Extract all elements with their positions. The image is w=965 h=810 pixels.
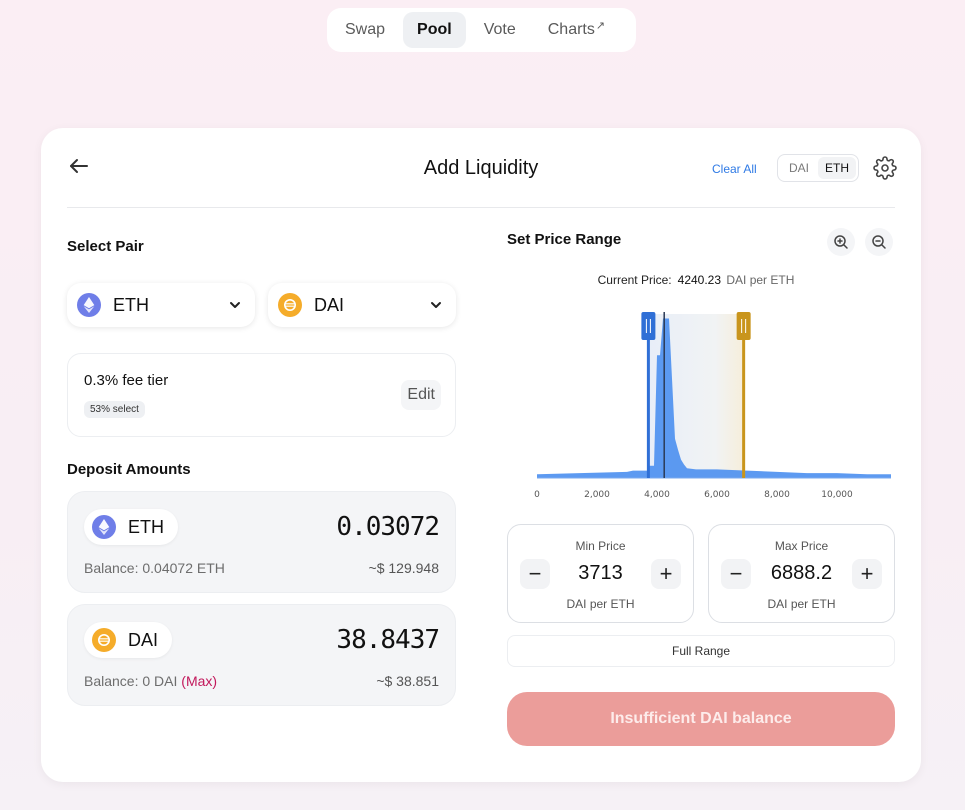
- nav-vote[interactable]: Vote: [470, 12, 530, 48]
- external-link-icon: ↗: [595, 19, 606, 32]
- x-tick-label: 0: [534, 490, 540, 500]
- fee-tier-box: 0.3% fee tier 53% select Edit: [67, 353, 456, 437]
- max-price-decrement-button[interactable]: −: [721, 559, 751, 589]
- x-tick-label: 6,000: [704, 490, 730, 500]
- max-price-increment-button[interactable]: +: [852, 559, 882, 589]
- add-liquidity-card: Add Liquidity Clear All DAI ETH Select P…: [41, 128, 921, 782]
- header-divider: [67, 207, 895, 208]
- current-price-unit: DAI per ETH: [726, 273, 795, 287]
- back-arrow-icon[interactable]: [67, 154, 91, 178]
- deposit-dai-token: DAI: [84, 622, 173, 658]
- zoom-out-button[interactable]: [865, 228, 893, 256]
- fee-select-badge: 53% select: [84, 401, 145, 418]
- token-a-select[interactable]: ETH: [67, 283, 255, 327]
- page-title: Add Liquidity: [423, 157, 539, 179]
- dai-icon: [92, 628, 116, 652]
- x-tick-label: 4,000: [644, 490, 670, 500]
- toggle-eth[interactable]: ETH: [818, 157, 856, 179]
- deposit-dai-box[interactable]: DAI 38.8437 Balance: 0 DAI (Max) ~$ 38.8…: [67, 604, 456, 706]
- deposit-dai-usd: ~$ 38.851: [376, 673, 439, 689]
- full-range-button[interactable]: Full Range: [507, 635, 895, 667]
- nav-charts-label: Charts: [547, 21, 595, 38]
- max-price-label: Max Price: [774, 539, 829, 553]
- set-price-range-label: Set Price Range: [507, 231, 622, 248]
- min-handle-grip-icon: [645, 319, 651, 333]
- liquidity-chart: 0 2,000 4,000 6,000 8,000 10,000: [533, 306, 895, 506]
- deposit-dai-symbol: DAI: [128, 629, 159, 650]
- deposit-eth-box[interactable]: ETH 0.03072 Balance: 0.04072 ETH ~$ 129.…: [67, 491, 456, 593]
- token-a-symbol: ETH: [113, 294, 149, 315]
- fee-tier-title: 0.3% fee tier: [84, 372, 169, 389]
- eth-icon: [77, 293, 101, 317]
- nav-vote-label: Vote: [483, 21, 516, 38]
- gear-icon[interactable]: [873, 156, 897, 180]
- nav-pool[interactable]: Pool: [403, 12, 466, 48]
- min-price-unit: DAI per ETH: [566, 597, 635, 611]
- eth-icon: [92, 515, 116, 539]
- dai-icon: [278, 293, 302, 317]
- chevron-down-icon: [230, 302, 240, 308]
- deposit-eth-symbol: ETH: [128, 516, 164, 537]
- toggle-dai[interactable]: DAI: [788, 161, 809, 175]
- nav-swap[interactable]: Swap: [331, 12, 399, 48]
- zoom-in-icon: [834, 235, 848, 249]
- max-price-box: Max Price − 6888.2 + DAI per ETH: [708, 524, 895, 623]
- deposit-eth-token: ETH: [84, 509, 178, 545]
- nav-charts[interactable]: Charts ↗: [534, 12, 619, 48]
- deposit-dai-amount-input[interactable]: 38.8437: [336, 625, 440, 655]
- deposit-dai-balance: Balance: 0 DAI (Max): [84, 673, 217, 689]
- current-price-value: 4240.23: [677, 273, 722, 287]
- insufficient-balance-button[interactable]: Insufficient DAI balance: [507, 692, 895, 746]
- min-price-input[interactable]: 3713: [578, 562, 623, 584]
- select-pair-label: Select Pair: [67, 238, 144, 255]
- nav-pool-label: Pool: [417, 21, 452, 38]
- nav-swap-label: Swap: [345, 21, 386, 38]
- min-price-box: Min Price − 3713 + DAI per ETH: [507, 524, 694, 623]
- denomination-toggle: DAI ETH: [777, 154, 859, 182]
- deposit-eth-usd: ~$ 129.948: [368, 560, 439, 576]
- min-price-label: Min Price: [575, 539, 626, 553]
- top-nav: Swap Pool Vote Charts ↗: [327, 8, 636, 52]
- deposit-dai-balance-text: Balance: 0 DAI: [84, 673, 178, 689]
- x-tick-label: 8,000: [764, 490, 790, 500]
- deposit-eth-balance: Balance: 0.04072 ETH: [84, 560, 225, 576]
- chevron-down-icon: [431, 302, 441, 308]
- liquidity-chart-svg: 0 2,000 4,000 6,000 8,000 10,000: [534, 312, 891, 500]
- min-price-handle: [641, 312, 656, 340]
- max-handle-grip-icon: [741, 319, 747, 333]
- max-button[interactable]: (Max): [181, 673, 218, 689]
- max-price-handle: [736, 312, 751, 340]
- token-b-symbol: DAI: [314, 294, 345, 315]
- max-price-input[interactable]: 6888.2: [770, 562, 833, 584]
- edit-fee-button[interactable]: Edit: [401, 380, 441, 410]
- deposit-amounts-label: Deposit Amounts: [67, 461, 191, 478]
- min-price-increment-button[interactable]: +: [651, 559, 681, 589]
- max-price-unit: DAI per ETH: [767, 597, 836, 611]
- zoom-out-icon: [872, 235, 886, 249]
- x-tick-label: 2,000: [584, 490, 610, 500]
- clear-all-button[interactable]: Clear All: [712, 162, 757, 176]
- current-price-label: Current Price:: [597, 273, 672, 287]
- zoom-in-button[interactable]: [827, 228, 855, 256]
- x-tick-label: 10,000: [821, 490, 853, 500]
- min-price-decrement-button[interactable]: −: [520, 559, 550, 589]
- deposit-eth-amount-input[interactable]: 0.03072: [336, 512, 440, 542]
- token-b-select[interactable]: DAI: [268, 283, 456, 327]
- current-price-readout: Current Price: 4240.23 DAI per ETH: [507, 273, 885, 287]
